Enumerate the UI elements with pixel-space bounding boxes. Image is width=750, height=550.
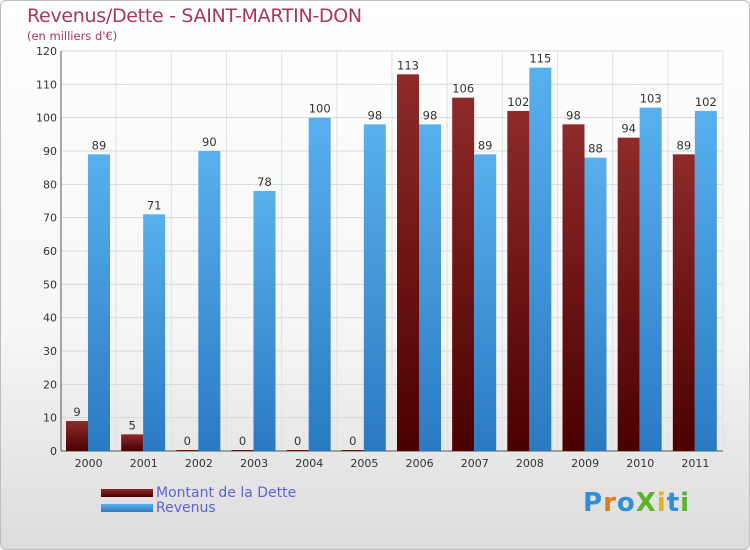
y-tick-label: 10 bbox=[43, 412, 57, 425]
brand-letter: i bbox=[680, 488, 691, 518]
data-label-dette: 113 bbox=[397, 58, 419, 72]
bar-revenus bbox=[88, 154, 110, 452]
brand-letter: i bbox=[656, 488, 667, 518]
y-tick-label: 30 bbox=[43, 345, 57, 358]
data-label-dette: 102 bbox=[507, 95, 529, 109]
legend-swatch-dette bbox=[101, 489, 153, 497]
x-tick-label: 2006 bbox=[406, 457, 434, 470]
bar-dette bbox=[341, 450, 364, 451]
brand-letter: o bbox=[616, 488, 636, 518]
y-tick-label: 20 bbox=[43, 378, 57, 391]
data-label-dette: 0 bbox=[294, 434, 301, 448]
bar-dette bbox=[507, 111, 530, 451]
x-tick-label: 2002 bbox=[185, 457, 213, 470]
data-label-revenus: 88 bbox=[588, 142, 603, 156]
bar-revenus bbox=[198, 151, 221, 451]
data-label-dette: 0 bbox=[349, 434, 356, 448]
x-tick-label: 2011 bbox=[681, 457, 709, 470]
data-label-revenus: 98 bbox=[423, 108, 438, 122]
y-tick-label: 70 bbox=[43, 212, 57, 225]
bar-revenus bbox=[694, 111, 717, 451]
data-label-revenus: 89 bbox=[478, 138, 493, 152]
data-label-dette: 94 bbox=[621, 122, 636, 136]
bar-revenus bbox=[253, 191, 276, 451]
bar-dette bbox=[286, 450, 309, 451]
bar-dette bbox=[231, 450, 254, 451]
data-label-revenus: 115 bbox=[529, 52, 551, 66]
bar-dette bbox=[452, 97, 475, 452]
brand-letter: t bbox=[666, 488, 681, 518]
data-label-revenus: 90 bbox=[202, 135, 217, 149]
x-tick-label: 2008 bbox=[516, 457, 544, 470]
legend-swatch-revenus bbox=[101, 504, 153, 512]
data-label-dette: 106 bbox=[452, 82, 474, 96]
data-label-dette: 98 bbox=[566, 108, 581, 122]
bar-revenus bbox=[529, 67, 552, 452]
x-tick-label: 2000 bbox=[75, 457, 103, 470]
bar-revenus bbox=[419, 124, 441, 451]
data-label-revenus: 71 bbox=[147, 198, 162, 212]
x-tick-label: 2003 bbox=[240, 457, 268, 470]
x-tick-label: 2010 bbox=[626, 457, 654, 470]
y-tick-label: 40 bbox=[43, 312, 57, 325]
data-label-revenus: 103 bbox=[640, 92, 662, 106]
data-label-revenus: 100 bbox=[309, 102, 331, 116]
y-tick-label: 80 bbox=[43, 178, 57, 191]
y-tick-label: 0 bbox=[50, 445, 57, 458]
bar-dette bbox=[397, 74, 419, 451]
legend-label-revenus: Revenus bbox=[156, 500, 216, 516]
bar-dette bbox=[121, 434, 144, 451]
bar-revenus bbox=[308, 117, 331, 452]
y-tick-label: 50 bbox=[43, 278, 57, 291]
y-tick-label: 90 bbox=[43, 145, 57, 158]
x-tick-label: 2001 bbox=[130, 457, 158, 470]
data-label-dette: 5 bbox=[129, 418, 136, 432]
brand-letter: r bbox=[603, 488, 617, 518]
data-labels: 9 5 0 0 0 0 113 106 102 98 94 89 89 71 90 78 100 98 98 89 11… bbox=[73, 52, 716, 448]
bar-revenus bbox=[584, 157, 607, 451]
bar-dette bbox=[617, 137, 640, 451]
data-label-dette: 0 bbox=[239, 434, 246, 448]
y-tick-label: 110 bbox=[36, 78, 57, 91]
legend: Montant de la Dette Revenus bbox=[101, 485, 361, 517]
bar-dette bbox=[176, 450, 199, 451]
y-tick-label: 60 bbox=[43, 245, 57, 258]
data-label-revenus: 78 bbox=[257, 175, 272, 189]
data-label-revenus: 102 bbox=[695, 95, 717, 109]
grid bbox=[60, 50, 724, 452]
data-label-dette: 9 bbox=[73, 405, 80, 419]
bars bbox=[66, 67, 717, 452]
brand-letter: P bbox=[583, 488, 604, 518]
y-tick-label: 100 bbox=[36, 112, 57, 125]
proxiti-logo: ProXiti bbox=[583, 488, 690, 518]
bar-revenus bbox=[639, 107, 662, 452]
x-tick-label: 2009 bbox=[571, 457, 599, 470]
chart-subtitle: (en milliers d'€) bbox=[27, 29, 118, 43]
brand-letter: X bbox=[635, 488, 657, 518]
x-tick-label: 2005 bbox=[350, 457, 378, 470]
legend-item-revenus: Revenus bbox=[101, 500, 361, 517]
legend-item-dette: Montant de la Dette bbox=[101, 485, 361, 502]
data-label-revenus: 89 bbox=[92, 138, 107, 152]
y-tick-label: 120 bbox=[36, 45, 57, 58]
bar-revenus bbox=[474, 154, 497, 452]
bar-dette bbox=[562, 124, 585, 451]
bar-dette bbox=[66, 421, 88, 451]
legend-label-dette: Montant de la Dette bbox=[156, 485, 297, 501]
data-label-dette: 0 bbox=[184, 434, 191, 448]
bar-revenus bbox=[363, 124, 386, 451]
chart-title: Revenus/Dette - SAINT-MARTIN-DON bbox=[27, 5, 362, 27]
bar-dette bbox=[672, 154, 695, 452]
bar-revenus bbox=[143, 214, 166, 451]
x-tick-label: 2004 bbox=[295, 457, 323, 470]
x-tick-label: 2007 bbox=[461, 457, 489, 470]
data-label-revenus: 98 bbox=[368, 108, 383, 122]
data-label-dette: 89 bbox=[677, 138, 692, 152]
